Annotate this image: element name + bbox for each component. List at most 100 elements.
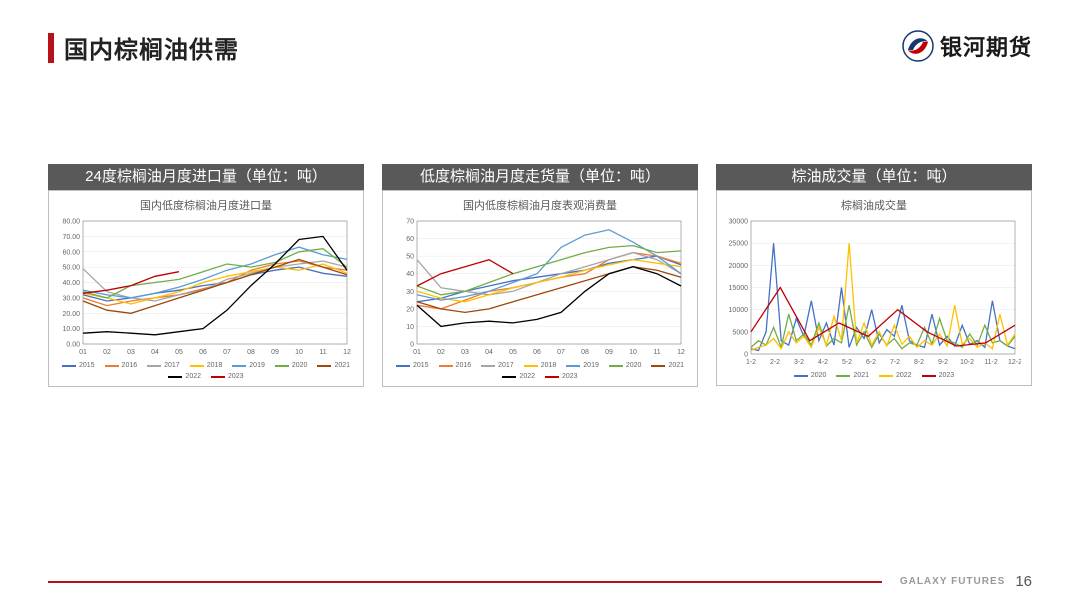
legend-item: 2017 (147, 362, 180, 369)
chart-panel-1: 24度棕榈油月度进口量（单位：吨） 国内低度棕榈油月度进口量 0.0010.00… (48, 164, 364, 387)
svg-text:0: 0 (410, 342, 414, 349)
legend-label: 2023 (939, 372, 955, 379)
svg-text:09: 09 (271, 349, 279, 356)
svg-text:08: 08 (581, 349, 589, 356)
svg-text:25000: 25000 (729, 241, 749, 248)
legend-label: 2022 (896, 372, 912, 379)
svg-text:12-2: 12-2 (1008, 359, 1021, 366)
legend-label: 2021 (668, 362, 684, 369)
legend-item: 2021 (651, 362, 684, 369)
svg-text:10000: 10000 (729, 307, 749, 314)
svg-text:60: 60 (406, 236, 414, 243)
chart-subtitle-2: 国内低度棕榈油月度表观消费量 (387, 197, 693, 213)
svg-text:40: 40 (406, 271, 414, 278)
chart-svg-1: 0.0010.0020.0030.0040.0050.0060.0070.008… (53, 215, 353, 360)
svg-text:04: 04 (485, 349, 493, 356)
panel-title-1: 24度棕榈油月度进口量（单位：吨） (48, 164, 364, 190)
svg-text:10.00: 10.00 (62, 326, 80, 333)
legend-item: 2020 (275, 362, 308, 369)
slide: 国内棕榈油供需 银河期货 24度棕榈油月度进口量（单位：吨） 国内低度棕榈油月度… (0, 0, 1080, 608)
svg-text:1-2: 1-2 (746, 359, 756, 366)
chart-subtitle-1: 国内低度棕榈油月度进口量 (53, 197, 359, 213)
legend-label: 2016 (456, 362, 472, 369)
svg-text:01: 01 (413, 349, 421, 356)
svg-text:9-2: 9-2 (938, 359, 948, 366)
svg-text:50: 50 (406, 254, 414, 261)
legend-item: 2016 (105, 362, 138, 369)
svg-text:06: 06 (533, 349, 541, 356)
slide-title: 国内棕榈油供需 (64, 30, 239, 65)
svg-text:10: 10 (629, 349, 637, 356)
svg-text:02: 02 (437, 349, 445, 356)
legend-swatch (439, 365, 453, 367)
footer-page: 16 (1015, 573, 1032, 590)
legend-swatch (651, 365, 665, 367)
legend-label: 2019 (249, 362, 265, 369)
legend-swatch (275, 365, 289, 367)
legend-item: 2022 (502, 373, 535, 380)
legend-label: 2023 (228, 373, 244, 380)
legend-label: 2021 (853, 372, 869, 379)
legend-item: 2015 (396, 362, 429, 369)
svg-text:03: 03 (461, 349, 469, 356)
legend-swatch (147, 365, 161, 367)
legend-item: 2021 (836, 372, 869, 379)
svg-text:3-2: 3-2 (794, 359, 804, 366)
chart-legend-3: 2020 2021 2022 2023 (721, 370, 1027, 383)
svg-text:4-2: 4-2 (818, 359, 828, 366)
svg-text:03: 03 (127, 349, 135, 356)
chart-legend-2: 201520162017201820192020202120222023 (387, 360, 693, 384)
svg-text:60.00: 60.00 (62, 249, 80, 256)
svg-text:10: 10 (406, 324, 414, 331)
legend-swatch (502, 376, 516, 378)
legend-swatch (62, 365, 76, 367)
svg-text:20000: 20000 (729, 263, 749, 270)
legend-label: 2017 (498, 362, 514, 369)
svg-text:40.00: 40.00 (62, 280, 80, 287)
chart-subtitle-3: 棕榈油成交量 (721, 197, 1027, 213)
legend-swatch (545, 376, 559, 378)
legend-swatch (836, 375, 850, 377)
legend-item: 2020 (609, 362, 642, 369)
legend-item: 2018 (524, 362, 557, 369)
svg-text:30.00: 30.00 (62, 295, 80, 302)
legend-label: 2022 (519, 373, 535, 380)
panel-title-3: 棕油成交量（单位：吨） (716, 164, 1032, 190)
legend-item: 2017 (481, 362, 514, 369)
legend-item: 2016 (439, 362, 472, 369)
svg-text:02: 02 (103, 349, 111, 356)
svg-text:05: 05 (509, 349, 517, 356)
chart-panel-2: 低度棕榈油月度走货量（单位：吨） 国内低度棕榈油月度表观消费量 01020304… (382, 164, 698, 387)
title-block: 国内棕榈油供需 (48, 30, 239, 65)
svg-text:7-2: 7-2 (890, 359, 900, 366)
svg-text:6-2: 6-2 (866, 359, 876, 366)
chart-box-2: 国内低度棕榈油月度表观消费量 0102030405060700102030405… (382, 190, 698, 387)
legend-item: 2021 (317, 362, 350, 369)
svg-text:07: 07 (223, 349, 231, 356)
chart-svg-3: 0500010000150002000025000300001-22-23-24… (721, 215, 1021, 370)
svg-text:70.00: 70.00 (62, 234, 80, 241)
legend-swatch (211, 376, 225, 378)
svg-text:8-2: 8-2 (914, 359, 924, 366)
legend-label: 2020 (626, 362, 642, 369)
svg-text:12: 12 (343, 349, 351, 356)
svg-text:5-2: 5-2 (842, 359, 852, 366)
legend-label: 2017 (164, 362, 180, 369)
footer-line (48, 581, 882, 583)
svg-text:05: 05 (175, 349, 183, 356)
slide-footer: GALAXY FUTURES 16 (48, 573, 1032, 590)
legend-item: 2022 (168, 373, 201, 380)
svg-text:04: 04 (151, 349, 159, 356)
title-accent-bar (48, 33, 54, 63)
legend-item: 2019 (566, 362, 599, 369)
chart-box-1: 国内低度棕榈油月度进口量 0.0010.0020.0030.0040.0050.… (48, 190, 364, 387)
legend-label: 2015 (413, 362, 429, 369)
svg-text:80.00: 80.00 (62, 219, 80, 226)
legend-label: 2020 (811, 372, 827, 379)
svg-text:12: 12 (677, 349, 685, 356)
svg-text:11: 11 (319, 349, 326, 356)
legend-swatch (566, 365, 580, 367)
svg-text:15000: 15000 (729, 285, 749, 292)
brand-text: 银河期货 (940, 30, 1032, 62)
svg-text:11: 11 (653, 349, 660, 356)
